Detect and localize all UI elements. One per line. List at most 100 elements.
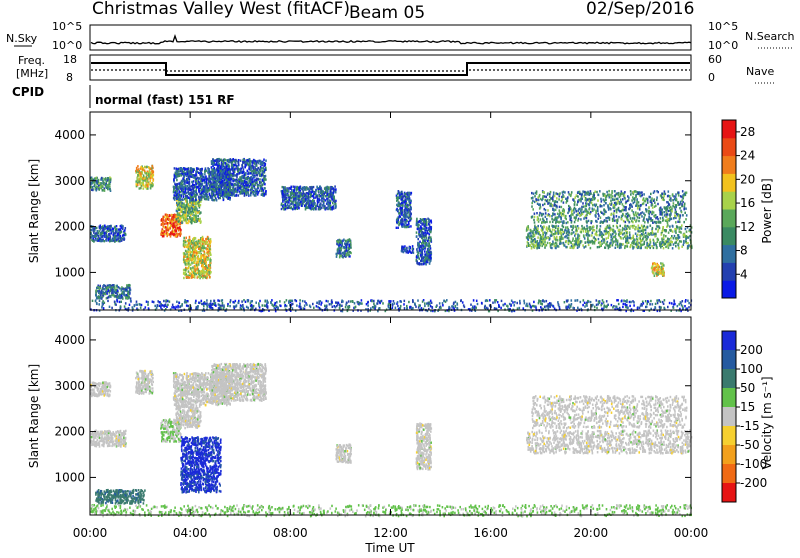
echo-cell-0-8: [244, 174, 246, 176]
echo-cell-0-5: [184, 217, 186, 219]
echo-cell-0-13: [430, 259, 432, 261]
beam-title: Beam 05: [349, 3, 425, 23]
echo-cell-0-7: [209, 188, 211, 190]
echo-cell-0-3: [139, 187, 141, 189]
echo-cell-0-7: [185, 168, 187, 170]
echo-cell-0-10: [342, 242, 344, 244]
echo-cell-0-8: [259, 182, 261, 184]
echo-cell-0-4: [162, 235, 164, 237]
echo-cell-0-1: [120, 232, 122, 234]
echo-cell-0-10: [343, 255, 345, 257]
echo-cell-0-14: [559, 206, 561, 208]
echo-cell-0-3: [148, 183, 150, 185]
echo-cell-0-13: [421, 242, 423, 244]
echo-cell-0-9: [281, 203, 283, 205]
echo-cell-0-2: [91, 189, 93, 191]
echo-cell-0-14: [549, 199, 551, 201]
echo-cell-0-6: [183, 237, 185, 239]
echo-cell-0-8: [221, 163, 223, 165]
echo-cell-0-0: [128, 293, 130, 295]
echo-cell-0-9: [298, 207, 300, 209]
echo-cell-0-8: [245, 192, 247, 194]
echo-cell-0-8: [229, 161, 231, 163]
echo-cell-0-9: [296, 187, 298, 189]
echo-cell-0-8: [231, 174, 233, 176]
echo-cell-0-9: [304, 186, 306, 188]
echo-cell-0-3: [148, 175, 150, 177]
echo-cell-0-11: [398, 190, 400, 192]
echo-cell-0-1: [109, 225, 111, 227]
echo-cell-0-3: [146, 177, 148, 179]
echo-cell-0-8: [261, 181, 263, 183]
echo-cell-0-9: [305, 188, 307, 190]
echo-cell-0-2: [104, 178, 106, 180]
echo-cell-0-9: [294, 207, 296, 209]
echo-cell-0-9: [335, 191, 337, 193]
echo-cell-0-8: [234, 195, 236, 197]
echo-cell-0-8: [235, 190, 237, 192]
echo-cell-0-6: [204, 255, 206, 257]
echo-cell-0-7: [196, 167, 198, 169]
echo-cell-0-8: [262, 187, 264, 189]
echo-cell-0-1: [110, 229, 112, 231]
echo-cell-0-7: [182, 178, 184, 180]
echo-cell-0-7: [184, 191, 186, 193]
echo-cell-0-7: [201, 169, 203, 171]
echo-cell-0-3: [140, 178, 142, 180]
echo-cell-0-14: [598, 215, 600, 217]
echo-cell-0-6: [188, 239, 190, 241]
echo-cell-0-9: [315, 205, 317, 207]
echo-cell-0-7: [184, 198, 186, 200]
echo-cell-0-14: [638, 205, 640, 207]
echo-cell-0-1: [104, 225, 106, 227]
echo-cell-0-0: [130, 297, 132, 299]
echo-cell-0-1: [103, 228, 105, 230]
echo-cell-0-7: [188, 188, 190, 190]
echo-cell-0-8: [247, 184, 249, 186]
echo-cell-0-6: [205, 261, 207, 263]
echo-cell-0-1: [93, 235, 95, 237]
echo-cell-0-7: [201, 185, 203, 187]
echo-cell-0-13: [429, 233, 431, 235]
echo-cell-0-9: [315, 193, 317, 195]
echo-cell-0-1: [111, 232, 113, 234]
echo-cell-0-6: [197, 257, 199, 259]
echo-cell-0-6: [200, 249, 202, 251]
echo-cell-0-9: [308, 205, 310, 207]
echo-cell-0-3: [146, 166, 148, 168]
echo-cell-0-13: [418, 230, 420, 232]
echo-cell-0-8: [235, 159, 237, 161]
echo-cell-0-8: [211, 186, 213, 188]
echo-cell-0-1: [125, 233, 127, 235]
echo-cell-0-5: [184, 204, 186, 206]
echo-cell-0-9: [308, 196, 310, 198]
echo-cell-0-1: [106, 239, 108, 241]
echo-cell-0-5: [192, 210, 194, 212]
echo-cell-0-13: [417, 238, 419, 240]
echo-cell-0-10: [336, 253, 338, 255]
echo-cell-0-9: [333, 196, 335, 198]
echo-cell-0-7: [178, 194, 180, 196]
echo-cell-0-14: [539, 212, 541, 214]
echo-cell-0-14: [597, 218, 599, 220]
echo-cell-0-9: [298, 194, 300, 196]
echo-cell-0-8: [250, 194, 252, 196]
echo-cell-0-8: [260, 170, 262, 172]
echo-cell-0-0: [107, 297, 109, 299]
echo-cell-0-8: [215, 188, 217, 190]
echo-cell-0-7: [208, 198, 210, 200]
echo-cell-0-6: [185, 256, 187, 258]
echo-cell-0-9: [323, 203, 325, 205]
echo-cell-0-11: [401, 193, 403, 195]
echo-cell-0-5: [176, 218, 178, 220]
echo-cell-0-9: [290, 200, 292, 202]
echo-cell-0-1: [95, 239, 97, 241]
echo-cell-0-6: [184, 261, 186, 263]
echo-cell-0-4: [164, 233, 166, 235]
echo-cell-0-6: [183, 272, 185, 274]
echo-cell-0-7: [201, 188, 203, 190]
echo-cell-0-7: [198, 188, 200, 190]
echo-cell-0-14: [606, 191, 608, 193]
echo-cell-0-11: [402, 218, 404, 220]
echo-cell-0-7: [208, 180, 210, 182]
